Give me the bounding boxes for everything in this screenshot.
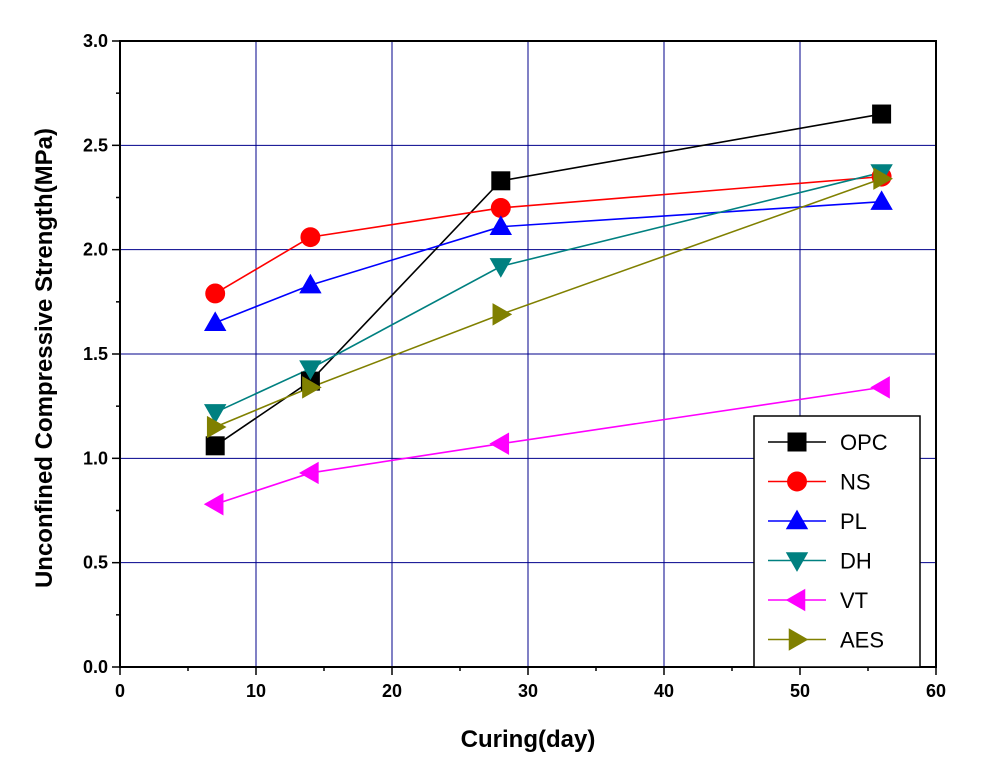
data-point-dh [299,360,322,380]
legend-item-dh: DH [768,549,872,574]
x-tick-label: 50 [790,681,810,701]
data-point-vt [489,432,510,455]
data-point-opc [205,436,225,456]
data-point-pl [489,215,513,235]
y-tick-label: 1.0 [83,448,108,468]
series-line-ns [214,175,882,295]
x-tick-label: 20 [382,681,402,701]
data-point-aes [206,415,227,439]
legend-label-vt: VT [840,588,868,613]
data-point-pl [203,311,227,331]
y-axis-title: Unconfined Compressive Strength(MPa) [31,128,58,588]
data-point-aes [302,376,322,399]
data-point-pl [299,273,322,294]
legend-label-aes: AES [840,628,884,653]
series-line-aes [214,177,882,428]
y-tick-label: 3.0 [83,31,108,51]
legend-marker-aes [788,628,809,651]
series-line-dh [214,171,882,414]
legend-item-pl: PL [768,509,867,534]
x-axis-title: Curing(day) [461,726,596,753]
data-point-dh [489,258,513,278]
legend-marker-dh [785,552,809,572]
x-tick-label: 40 [654,681,674,701]
legend-marker-pl [785,509,809,530]
x-tick-label: 10 [246,681,266,701]
series-lines [214,113,882,505]
legend-marker-vt [785,588,806,612]
legend-label-dh: DH [840,549,872,574]
grid [120,41,936,667]
legend-label-opc: OPC [840,430,888,455]
data-point-opc [872,104,892,124]
legend-label-ns: NS [840,470,871,495]
data-point-vt [870,376,890,399]
legend-box [753,415,921,668]
data-point-ns [300,227,321,248]
y-tick-label: 1.5 [83,344,108,364]
legend-item-vt: VT [768,588,868,613]
legend-marker-opc [787,432,807,452]
axis-ticks [112,40,937,675]
x-tick-label: 0 [115,681,125,701]
legend-marker-ns [787,471,807,492]
data-point-ns [490,197,511,218]
y-tick-label: 2.0 [83,240,108,260]
data-point-ns [205,283,226,304]
data-point-pl [870,190,893,210]
y-tick-label: 0.0 [83,657,108,677]
legend: OPC NS PL DH VT AES [753,415,921,668]
x-tick-label: 30 [518,681,538,701]
y-tick-label: 0.5 [83,553,108,573]
series-line-opc [214,113,882,447]
series-line-pl [214,200,882,324]
legend-label-pl: PL [840,509,867,534]
tick-labels: 0 10 20 30 40 50 60 0.0 0.5 1.0 1.5 2.0 2.5 3.0 [83,31,946,701]
series-markers [203,104,893,516]
legend-item-ns: NS [768,470,871,495]
data-point-dh [203,404,227,424]
data-point-vt [203,493,224,516]
series-line-vt [214,386,882,505]
data-point-opc [491,171,511,191]
legend-item-aes: AES [768,628,884,653]
x-tick-label: 60 [926,681,946,701]
y-tick-label: 2.5 [83,135,108,155]
legend-item-opc: OPC [768,430,888,455]
data-point-vt [299,461,319,485]
data-point-aes [873,167,893,190]
data-point-aes [492,303,513,326]
